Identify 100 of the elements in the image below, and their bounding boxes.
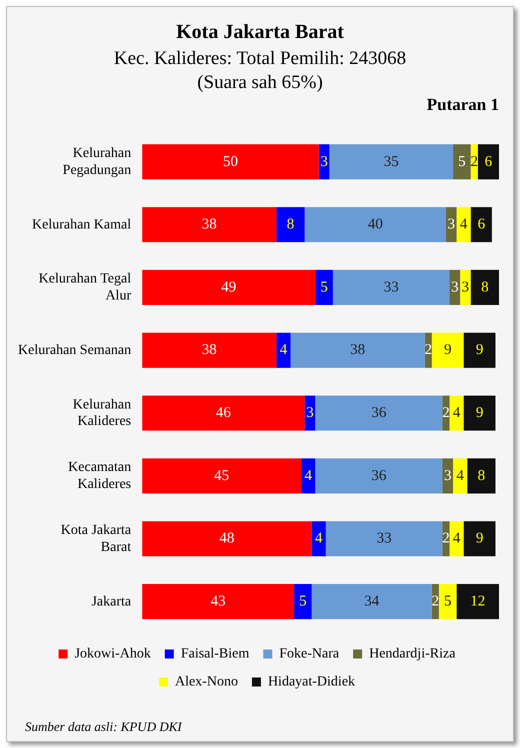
- bar: [315, 270, 333, 305]
- bar: [453, 144, 471, 180]
- y-tick-label: Kota Jakarta Barat: [60, 523, 132, 555]
- bar: [312, 521, 326, 556]
- data-label: 4: [456, 468, 464, 484]
- y-tick-label: Kelurahan Tegal Alur: [38, 272, 132, 304]
- data-label: 8: [478, 468, 486, 484]
- data-label: 6: [484, 154, 493, 170]
- data-label: 4: [460, 216, 468, 233]
- bar: [450, 521, 464, 556]
- data-label: 6: [478, 216, 486, 233]
- data-label: 49: [221, 279, 236, 296]
- data-label: 4: [452, 530, 461, 547]
- data-label: 33: [376, 530, 392, 547]
- y-tick-label: Kecamatan Kalideres: [68, 460, 132, 492]
- legend-label: Hidayat-Didiek: [268, 674, 356, 690]
- bar: [446, 207, 457, 242]
- legend-label: Alex-Nono: [174, 674, 238, 690]
- bar: [142, 396, 305, 431]
- data-label: 48: [219, 530, 234, 547]
- bar: [294, 584, 312, 620]
- data-label: 4: [304, 468, 312, 484]
- y-tick-label: Kelurahan Kalideres: [72, 397, 132, 430]
- data-label: 3: [320, 154, 328, 170]
- bar: [450, 270, 460, 305]
- chart-subtitle: Kec. Kalideres: Total Pemilih: 243068 (Suara sah 65%): [112, 47, 408, 95]
- data-label: 2: [442, 405, 450, 422]
- data-label: 38: [350, 342, 366, 358]
- bar: [304, 396, 316, 431]
- y-tick-label: Jakarta: [91, 594, 132, 610]
- data-label: 3: [462, 279, 470, 296]
- bar: [470, 270, 499, 305]
- bar: [312, 584, 432, 620]
- bar: [450, 396, 464, 431]
- bar: [290, 332, 425, 368]
- bar: [142, 332, 276, 368]
- data-label: 38: [202, 216, 217, 233]
- data-label: 3: [451, 279, 459, 296]
- bar: [438, 584, 457, 620]
- bar: [460, 270, 471, 305]
- bar: [142, 458, 302, 494]
- text: Putaran 1: [426, 95, 499, 115]
- data-label: 9: [476, 530, 484, 547]
- bar: [301, 458, 316, 494]
- data-label: 8: [286, 216, 294, 233]
- bar: [470, 207, 492, 242]
- bar: [332, 270, 450, 305]
- bar: [456, 207, 471, 242]
- bar: [456, 584, 499, 620]
- bar: [315, 458, 442, 494]
- data-label: 3: [306, 405, 314, 422]
- data-label: 4: [452, 405, 461, 422]
- bar: [142, 270, 316, 305]
- data-label: 9: [476, 342, 484, 358]
- bar: [142, 207, 276, 242]
- bar: [467, 458, 496, 494]
- bar: [464, 521, 496, 556]
- data-label: 2: [424, 342, 432, 358]
- legend-label: Jokowi-Ahok: [74, 646, 151, 662]
- bar: [478, 144, 499, 180]
- data-label: 36: [371, 405, 387, 422]
- bar: [276, 332, 291, 368]
- bar: [142, 584, 294, 620]
- data-label: 2: [442, 530, 450, 547]
- data-label: 3: [448, 216, 456, 233]
- data-label: 5: [444, 594, 452, 610]
- data-label: 2: [470, 154, 478, 170]
- bar: [329, 144, 454, 180]
- y-tick-label: Kelurahan Semanan: [18, 342, 132, 358]
- bar: [470, 144, 478, 180]
- data-label: 38: [202, 342, 217, 358]
- data-label: 45: [214, 468, 230, 484]
- bar: [315, 396, 442, 431]
- bar: [142, 521, 312, 556]
- data-label: 40: [368, 216, 383, 233]
- legend-label: Foke-Nara: [279, 646, 340, 662]
- data-label: 5: [299, 594, 307, 610]
- data-label: 4: [280, 342, 288, 358]
- bar: [432, 332, 464, 368]
- data-label: 5: [458, 154, 466, 170]
- bar: [464, 332, 496, 368]
- data-label: 36: [371, 468, 387, 484]
- data-label: 3: [444, 468, 452, 484]
- bar: [464, 396, 496, 431]
- legend-label: Faisal-Biem: [180, 646, 250, 662]
- y-tick-label: Kelurahan Pegadungan: [62, 146, 132, 178]
- data-label: 9: [476, 405, 484, 422]
- data-label: 2: [432, 594, 440, 610]
- data-label: 34: [364, 594, 380, 610]
- bar: [326, 521, 442, 556]
- bar: [304, 207, 446, 242]
- y-tick-label: Kelurahan Kamal: [32, 217, 132, 232]
- data-label: 33: [384, 279, 399, 296]
- data-label: 50: [222, 154, 238, 170]
- data-label: 46: [216, 405, 232, 422]
- chart-title: Kota Jakarta Barat: [175, 21, 345, 44]
- data-label: 35: [384, 154, 399, 170]
- data-label: 12: [470, 594, 486, 610]
- legend-label: Hendardji-Riza: [369, 646, 456, 662]
- text: Sumber data asli: KPUD DKI: [25, 719, 182, 735]
